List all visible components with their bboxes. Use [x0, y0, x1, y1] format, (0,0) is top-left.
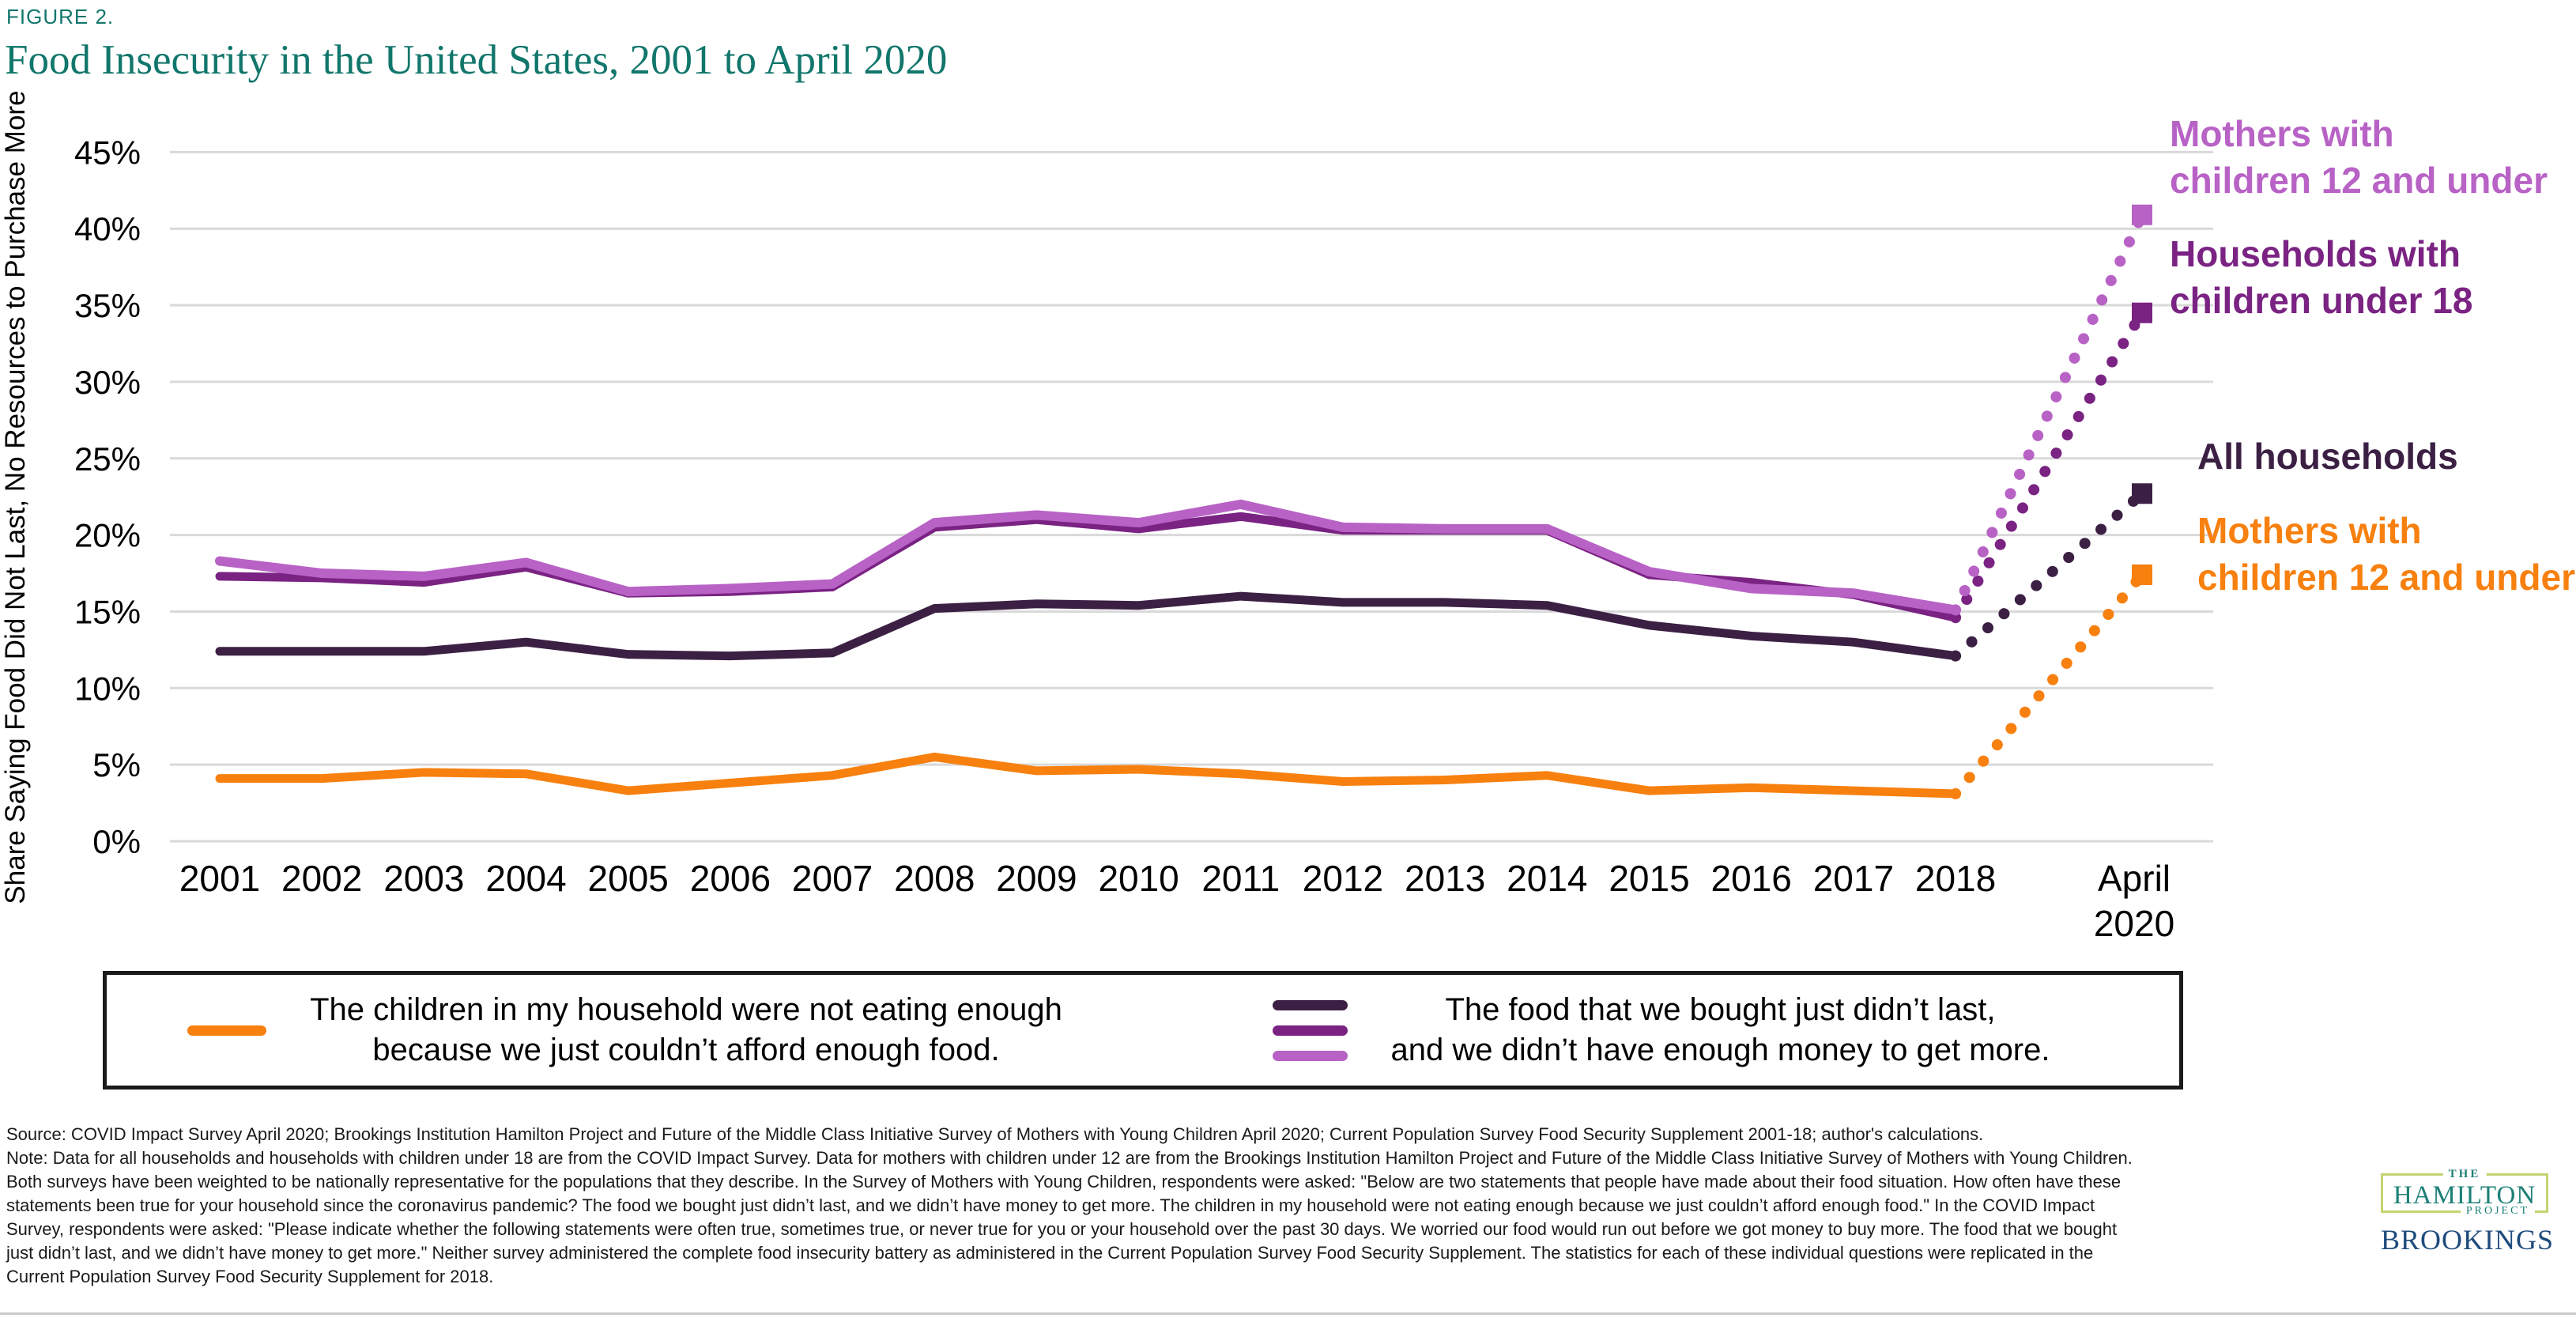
source-notes: Source: COVID Impact Survey April 2020; …: [6, 1123, 2133, 1289]
light-purple-line-swatch: [1272, 1050, 1348, 1061]
y-tick-label: 15%: [74, 593, 141, 630]
y-tick-label: 45%: [74, 134, 141, 171]
x-tick-label: 2012: [1303, 858, 1383, 899]
x-tick-label: 2006: [690, 858, 771, 899]
bottom-divider: [0, 1312, 2576, 1315]
x-tick-label: 2017: [1813, 858, 1894, 899]
purple-lines-swatch-stack: [1272, 999, 1348, 1061]
legend-text-line: The children in my household were not ea…: [310, 992, 1062, 1027]
x-tick-label: 2002: [281, 858, 362, 899]
y-tick-label: 20%: [74, 517, 141, 554]
projection-line-mothers-children-12-under: [1950, 209, 2148, 616]
april-2020-marker-mothers-children-not-eating-enough: [2132, 564, 2152, 585]
series-label-line: Mothers with: [2197, 510, 2422, 551]
projection-line-mothers-children-not-eating-enough: [1950, 568, 2148, 799]
x-tick-label: 2005: [588, 858, 669, 899]
note-line: Survey, respondents were asked: "Please …: [6, 1219, 2118, 1239]
series-label-line: children under 18: [2170, 280, 2473, 321]
series-label-mothers-children-12-under: Mothers with children 12 and under: [2170, 111, 2548, 204]
x-tick-label: 2018: [1915, 858, 1996, 899]
logo-project-text: PROJECT: [2460, 1205, 2535, 1218]
x-tick-label: 2004: [485, 858, 566, 899]
legend-item-children-not-eating: The children in my household were not ea…: [107, 990, 1143, 1071]
x-tick-label: 2013: [1405, 858, 1485, 899]
x-tick-label: 2014: [1507, 858, 1587, 899]
x-tick-label: 2011: [1201, 858, 1280, 899]
x-tick-label: 2003: [383, 858, 464, 899]
note-line: Source: COVID Impact Survey April 2020; …: [6, 1124, 1984, 1144]
x-tick-label: 2007: [792, 858, 873, 899]
x-tick-label: 2016: [1711, 858, 1792, 899]
hamilton-logo-box: THE HAMILTON PROJECT: [2381, 1168, 2548, 1218]
x-tick-label-april: April: [2098, 858, 2171, 899]
x-tick-label-april: 2020: [2094, 903, 2174, 944]
note-line: just didn’t last, and we didn’t have mon…: [6, 1243, 2094, 1263]
projection-line-all-households: [1950, 488, 2148, 662]
series-line-mothers-children-12-under: [215, 499, 1961, 615]
april-2020-marker-households-children-under-18: [2132, 302, 2152, 323]
y-tick-label: 10%: [74, 670, 141, 707]
series-label-line: Households with: [2170, 233, 2461, 274]
chart-title: Food Insecurity in the United States, 20…: [5, 37, 948, 83]
y-tick-label: 35%: [74, 287, 141, 324]
dark-plum-line-swatch: [1272, 999, 1348, 1010]
y-tick-label: 40%: [74, 210, 141, 247]
legend-text-line: and we didn’t have enough money to get m…: [1390, 1033, 2050, 1067]
april-2020-marker-all-households: [2132, 483, 2152, 504]
x-tick-label: 2008: [894, 858, 975, 899]
legend: The children in my household were not ea…: [103, 971, 2183, 1090]
series-line-all-households: [215, 591, 1960, 661]
legend-text-line: The food that we bought just didn’t last…: [1445, 992, 1996, 1027]
purple-line-swatch: [1272, 1025, 1348, 1036]
note-line: Both surveys have been weighted to be na…: [6, 1172, 2122, 1191]
x-tick-label: 2010: [1098, 858, 1179, 899]
projection-line-households-children-under-18: [1950, 307, 2148, 624]
series-line-mothers-children-not-eating-enough: [215, 752, 1960, 799]
series-label-mothers-orange: Mothers with children 12 and under: [2197, 508, 2575, 601]
note-line: statements been true for your household …: [6, 1195, 2095, 1215]
series-label-line: All households: [2197, 436, 2458, 477]
legend-text: The children in my household were not ea…: [310, 990, 1062, 1071]
x-tick-label: 2001: [179, 858, 260, 899]
brookings-logo-text: BROOKINGS: [2381, 1224, 2555, 1256]
logo-the-text: THE: [2442, 1168, 2487, 1181]
april-2020-marker-mothers-children-12-under: [2132, 204, 2152, 225]
y-tick-label: 0%: [92, 823, 141, 860]
x-tick-label: 2015: [1609, 858, 1689, 899]
series-label-all-households: All households: [2197, 433, 2458, 480]
y-tick-label: 5%: [92, 746, 141, 784]
figure-number-label: FIGURE 2.: [6, 5, 115, 28]
legend-text: The food that we bought just didn’t last…: [1391, 990, 2050, 1071]
note-line: Note: Data for all households and househ…: [6, 1148, 2133, 1168]
series-label-line: children 12 and under: [2197, 557, 2575, 598]
hamilton-project-logo: THE HAMILTON PROJECT BROOKINGS: [2381, 1168, 2555, 1256]
series-label-line: Mothers with: [2170, 113, 2394, 154]
y-tick-label: 25%: [74, 440, 141, 478]
series-label-line: children 12 and under: [2170, 160, 2548, 201]
note-line: Current Population Survey Food Security …: [6, 1267, 494, 1286]
series-label-households-children-under-18: Households with children under 18: [2170, 231, 2472, 324]
orange-line-swatch: [187, 1025, 267, 1036]
x-tick-label: 2009: [996, 858, 1077, 899]
y-tick-label: 30%: [74, 364, 141, 401]
legend-item-food-didnt-last: The food that we bought just didn’t last…: [1143, 990, 2179, 1071]
legend-text-line: because we just couldn’t afford enough f…: [372, 1033, 1000, 1067]
